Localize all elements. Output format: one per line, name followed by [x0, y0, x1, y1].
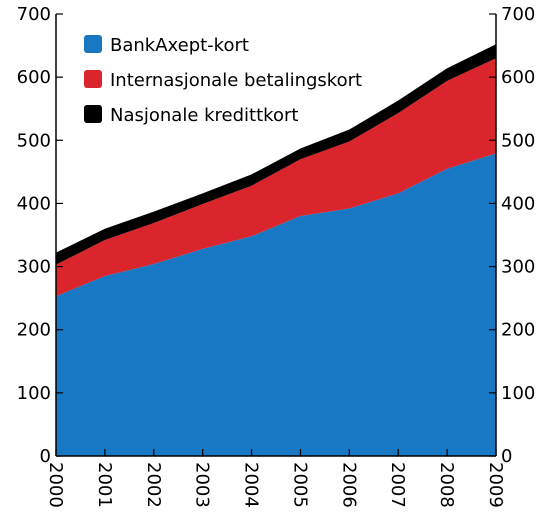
x-tick-label: 2001 [94, 462, 115, 508]
y-tick-label-right: 500 [501, 130, 535, 151]
legend-label-2: Internasjonale betalingskort [110, 70, 362, 91]
y-tick-label-left: 0 [40, 446, 51, 467]
x-tick-label: 2006 [338, 462, 359, 508]
y-tick-label-left: 100 [17, 383, 51, 404]
x-tick-label: 2008 [436, 462, 457, 508]
x-tick-label: 2004 [241, 462, 262, 508]
y-tick-label-left: 200 [17, 320, 51, 341]
y-tick-label-right: 600 [501, 67, 535, 88]
y-tick-label-right: 700 [501, 4, 535, 25]
legend-swatch-1 [84, 35, 102, 53]
axes-layer: 0 0 100 100 200 200 300 300 400 400 500 500 600 600 70… [17, 4, 536, 508]
legend-swatch-2 [84, 70, 102, 88]
area-layer [56, 44, 496, 457]
x-tick-label: 2009 [485, 462, 506, 508]
y-tick-label-right: 100 [501, 383, 535, 404]
area-series-3 [56, 44, 496, 265]
x-tick-label: 2002 [143, 462, 164, 508]
x-tick-label: 2003 [192, 462, 213, 508]
y-tick-label-left: 300 [17, 257, 51, 278]
y-tick-label-right: 200 [501, 320, 535, 341]
x-tick-label: 2007 [387, 462, 408, 508]
y-tick-label-left: 600 [17, 67, 51, 88]
x-tick-label: 2005 [289, 462, 310, 508]
area-series-1 [56, 153, 496, 457]
y-tick-label-right: 400 [501, 193, 535, 214]
y-tick-label-left: 500 [17, 130, 51, 151]
x-tick-label: 2000 [45, 462, 66, 508]
y-tick-label-left: 700 [17, 4, 51, 25]
legend: BankAxept-kort Internasjonale betalingsko… [84, 35, 362, 126]
legend-label-1: BankAxept-kort [110, 35, 249, 56]
area-series-2 [56, 58, 496, 297]
y-tick-label-right: 300 [501, 257, 535, 278]
legend-swatch-3 [84, 105, 102, 123]
y-tick-label-left: 400 [17, 193, 51, 214]
y-tick-label-right: 0 [501, 446, 512, 467]
legend-label-3: Nasjonale kredittkort [110, 105, 298, 126]
